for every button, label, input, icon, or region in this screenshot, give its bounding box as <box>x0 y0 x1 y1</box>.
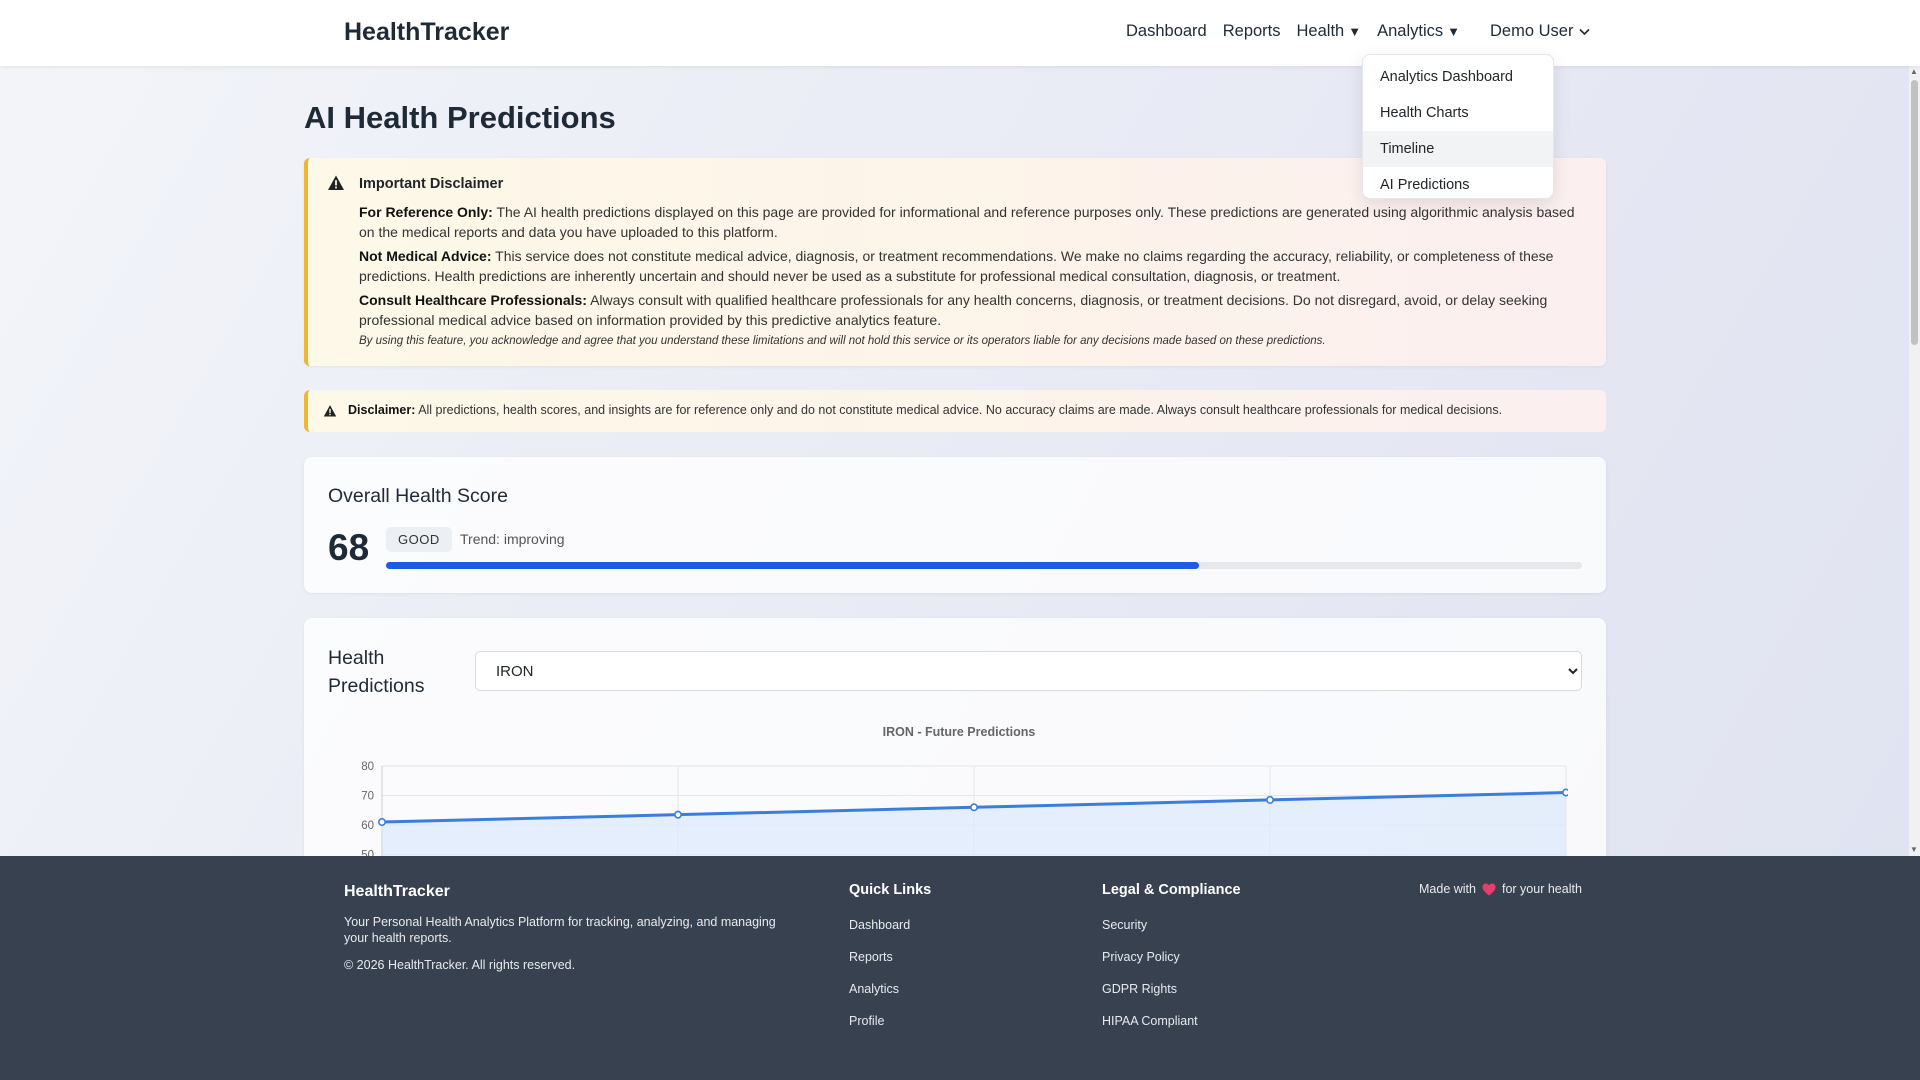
menu-item-ai-predictions[interactable]: AI Predictions <box>1380 177 1470 193</box>
chart-data-point <box>1265 795 1274 804</box>
footer-link-security[interactable]: Security <box>1102 918 1148 932</box>
chart-y-tick-label: 70 <box>361 791 374 803</box>
health-score-title: Overall Health Score <box>328 485 508 507</box>
user-menu[interactable]: Demo User <box>1490 22 1591 41</box>
page-title: AI Health Predictions <box>304 100 616 135</box>
disclaimer-paragraph-reference: For Reference Only: The AI health predic… <box>359 202 1589 242</box>
nav-health-label: Health <box>1296 22 1345 40</box>
scroll-up-icon[interactable]: ▲ <box>1910 67 1918 76</box>
footer-brand: HealthTracker <box>344 883 450 900</box>
nav-analytics-label: Analytics <box>1377 22 1444 40</box>
disclaimer-medical-label: Not Medical Advice: <box>359 248 492 264</box>
short-disclaimer-banner: Disclaimer: All predictions, health scor… <box>304 390 1606 432</box>
disclaimer-reference-text: The AI health predictions displayed on t… <box>359 204 1575 240</box>
disclaimer-title: Important Disclaimer <box>359 176 504 192</box>
menu-item-health-charts[interactable]: Health Charts <box>1380 105 1469 121</box>
scroll-down-icon[interactable]: ▼ <box>1910 845 1918 854</box>
health-score-trend: Trend: improving <box>460 531 565 547</box>
menu-item-analytics-dashboard[interactable]: Analytics Dashboard <box>1380 69 1513 85</box>
disclaimer-medical-text: This service does not constitute medical… <box>359 248 1554 284</box>
user-name: Demo User <box>1490 22 1574 40</box>
menu-item-timeline[interactable]: Timeline <box>1363 131 1553 167</box>
disclaimer-paragraph-consult: Consult Healthcare Professionals: Always… <box>359 290 1589 330</box>
brand-logo-text[interactable]: HealthTracker <box>344 18 510 46</box>
disclaimer-acknowledgement: By using this feature, you acknowledge a… <box>359 335 1326 347</box>
footer-copyright: © 2026 HealthTracker. All rights reserve… <box>344 958 576 972</box>
footer-link-hipaa[interactable]: HIPAA Compliant <box>1102 1014 1198 1028</box>
nav-health-dropdown[interactable]: Health ▼ <box>1297 22 1362 41</box>
page-scrollbar[interactable]: ▲ ▼ <box>1909 66 1920 856</box>
health-predictions-title: Health Predictions <box>328 647 425 697</box>
footer-link-dashboard[interactable]: Dashboard <box>849 918 911 932</box>
chart-data-point <box>377 818 386 827</box>
footer-description: Your Personal Health Analytics Platform … <box>344 915 776 945</box>
disclaimer-paragraph-medical-advice: Not Medical Advice: This service does no… <box>359 246 1589 286</box>
footer-legal-title: Legal & Compliance <box>1102 882 1241 898</box>
health-score-badge: GOOD <box>386 527 452 552</box>
disclaimer-consult-text: Always consult with qualified healthcare… <box>359 292 1548 328</box>
caret-down-icon: ▼ <box>1447 24 1460 39</box>
footer-quick-links-title: Quick Links <box>849 882 932 898</box>
chart-data-point <box>969 803 978 812</box>
warning-triangle-icon <box>323 405 337 417</box>
health-predictions-card: Health Predictions IRON IRON - Future Pr… <box>304 618 1606 878</box>
short-disclaimer-body: All predictions, health scores, and insi… <box>415 403 1503 417</box>
caret-down-icon: ▼ <box>1348 24 1362 39</box>
short-disclaimer-text: Disclaimer: All predictions, health scor… <box>348 403 1502 417</box>
footer-link-privacy-policy[interactable]: Privacy Policy <box>1102 950 1180 964</box>
analytics-dropdown-menu: Analytics Dashboard Health Charts Timeli… <box>1362 54 1554 199</box>
chevron-down-icon <box>1579 28 1591 35</box>
page-footer: HealthTracker Your Personal Health Analy… <box>0 856 1920 1080</box>
short-disclaimer-label: Disclaimer: <box>348 403 416 417</box>
health-score-value: 68 <box>328 527 370 568</box>
top-navbar: HealthTracker Dashboard Reports Health ▼… <box>0 0 1920 66</box>
health-score-card: Overall Health Score 68 GOOD Trend: impr… <box>304 457 1606 593</box>
footer-link-reports[interactable]: Reports <box>849 950 893 964</box>
health-score-progress-fill <box>386 562 1200 569</box>
prediction-chart-svg: IRON - Future Predictions 80706050 <box>361 725 1571 878</box>
nav-reports-link[interactable]: Reports <box>1222 22 1281 40</box>
chart-y-tick-label: 80 <box>361 761 374 773</box>
health-score-progress-bar <box>386 562 1582 569</box>
chart-title: IRON - Future Predictions <box>883 725 1036 739</box>
made-with-suffix: for your health <box>1501 882 1582 896</box>
nav-analytics-dropdown[interactable]: Analytics ▼ <box>1377 22 1460 41</box>
footer-link-analytics[interactable]: Analytics <box>849 982 900 996</box>
chart-data-point <box>673 810 682 819</box>
heart-icon <box>1482 883 1496 895</box>
warning-triangle-icon <box>328 175 344 190</box>
nav-dashboard-link[interactable]: Dashboard <box>1126 22 1207 40</box>
made-with-prefix: Made with <box>1419 882 1476 896</box>
chart-y-tick-label: 60 <box>361 820 374 832</box>
footer-link-profile[interactable]: Profile <box>849 1014 885 1028</box>
biomarker-select[interactable]: IRON <box>475 651 1582 691</box>
footer-link-gdpr-rights[interactable]: GDPR Rights <box>1102 982 1178 996</box>
scrollbar-thumb[interactable] <box>1911 80 1918 345</box>
footer-made-with: Made with for your health <box>1419 882 1582 896</box>
disclaimer-reference-label: For Reference Only: <box>359 204 493 220</box>
nav-links: Dashboard Reports Health ▼ Analytics ▼ D… <box>1126 22 1606 41</box>
disclaimer-consult-label: Consult Healthcare Professionals: <box>359 292 587 308</box>
chart-data-point <box>1562 788 1571 797</box>
